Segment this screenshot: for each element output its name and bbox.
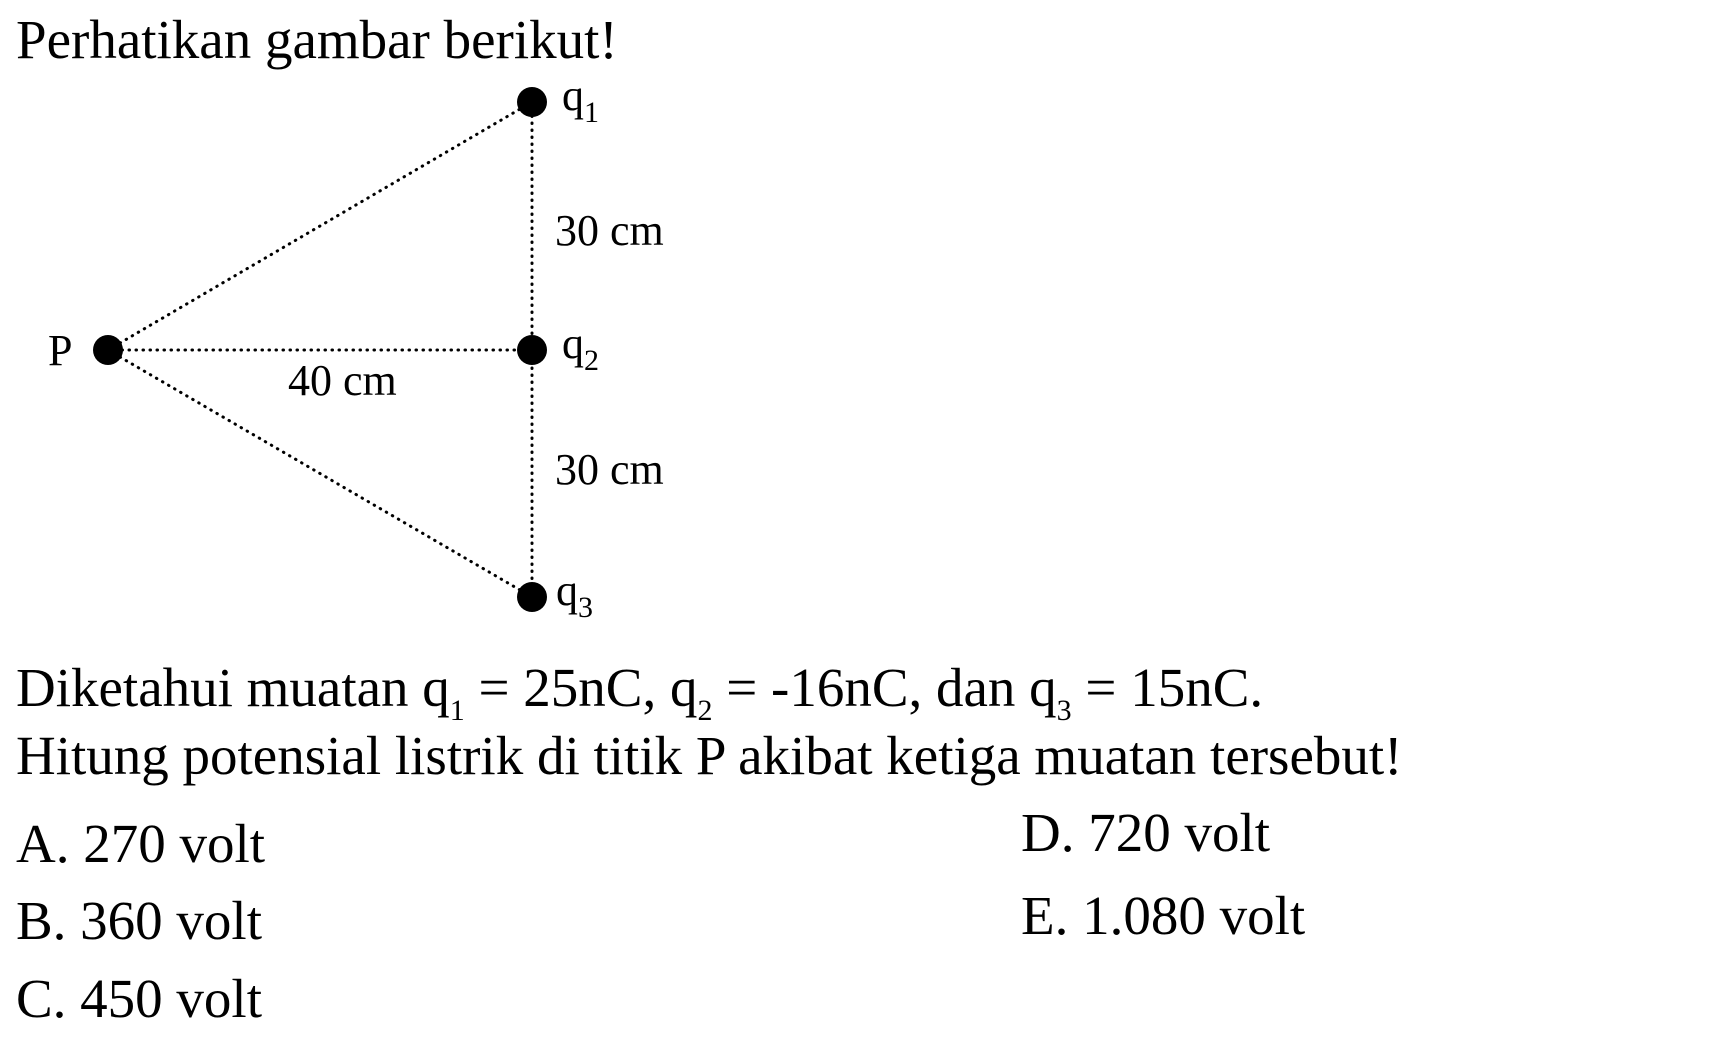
point: [517, 87, 547, 117]
point-label: P: [48, 326, 72, 375]
point-label: q3: [556, 566, 593, 624]
option: B. 360 volt: [16, 890, 262, 951]
point-label: q2: [562, 319, 599, 377]
option: E. 1.080 volt: [1021, 885, 1305, 946]
point: [93, 335, 123, 365]
question-line: Hitung potensial listrik di titik P akib…: [16, 725, 1402, 786]
option: A. 270 volt: [16, 813, 265, 874]
text: Diketahui muatan q: [16, 657, 450, 718]
subscript: 2: [697, 694, 712, 727]
subscript: 2: [584, 344, 599, 377]
dotted-line: [106, 348, 534, 599]
text: = -16nC, dan q: [712, 657, 1056, 718]
distance-label: 30 cm: [555, 206, 664, 255]
subscript: 1: [584, 96, 599, 129]
subscript: 1: [450, 694, 465, 727]
intro: Perhatikan gambar berikut!: [16, 9, 618, 70]
question-line: Diketahui muatan q1 = 25nC, q2 = -16nC, …: [16, 657, 1263, 727]
subscript: 3: [1057, 694, 1072, 727]
text: = 25nC, q: [465, 657, 698, 718]
diagram: P q1 q2 q3 30 cm 40 cm 30 cm: [48, 71, 664, 624]
subscript: 3: [578, 591, 593, 624]
option: D. 720 volt: [1021, 802, 1270, 863]
label: q: [562, 319, 584, 368]
distance-label: 30 cm: [555, 445, 664, 494]
dotted-line: [106, 100, 534, 352]
label: q: [562, 71, 584, 120]
text: = 15nC.: [1072, 657, 1263, 718]
point-label: q1: [562, 71, 599, 129]
option: C. 450 volt: [16, 968, 262, 1029]
point: [517, 582, 547, 612]
distance-label: 40 cm: [288, 356, 397, 405]
point: [517, 335, 547, 365]
label: q: [556, 566, 578, 615]
